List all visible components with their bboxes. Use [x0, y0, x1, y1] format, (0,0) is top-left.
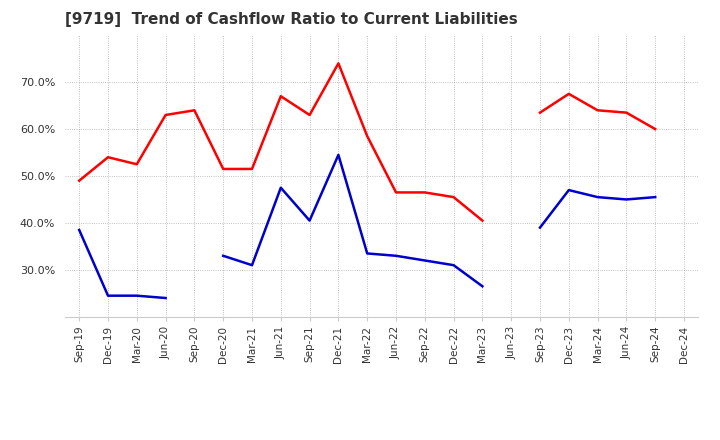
Operating CF to Current Liabilities	[190, 108, 199, 113]
Operating CF to Current Liabilities	[334, 61, 343, 66]
Operating CF to Current Liabilities	[132, 161, 141, 167]
Operating CF to Current Liabilities	[449, 194, 458, 200]
Operating CF to Current Liabilities	[420, 190, 429, 195]
Line: Operating CF to Current Liabilities: Operating CF to Current Liabilities	[79, 63, 482, 220]
Operating CF to Current Liabilities	[248, 166, 256, 172]
Text: [9719]  Trend of Cashflow Ratio to Current Liabilities: [9719] Trend of Cashflow Ratio to Curren…	[65, 12, 518, 27]
Operating CF to Current Liabilities	[276, 94, 285, 99]
Free CF to Current Liabilities	[161, 295, 170, 301]
Operating CF to Current Liabilities	[305, 112, 314, 117]
Free CF to Current Liabilities	[104, 293, 112, 298]
Operating CF to Current Liabilities	[478, 218, 487, 223]
Operating CF to Current Liabilities	[363, 133, 372, 139]
Operating CF to Current Liabilities	[392, 190, 400, 195]
Operating CF to Current Liabilities	[104, 154, 112, 160]
Operating CF to Current Liabilities	[75, 178, 84, 183]
Free CF to Current Liabilities	[132, 293, 141, 298]
Operating CF to Current Liabilities	[219, 166, 228, 172]
Free CF to Current Liabilities	[75, 227, 84, 233]
Operating CF to Current Liabilities	[161, 112, 170, 117]
Line: Free CF to Current Liabilities: Free CF to Current Liabilities	[79, 230, 166, 298]
